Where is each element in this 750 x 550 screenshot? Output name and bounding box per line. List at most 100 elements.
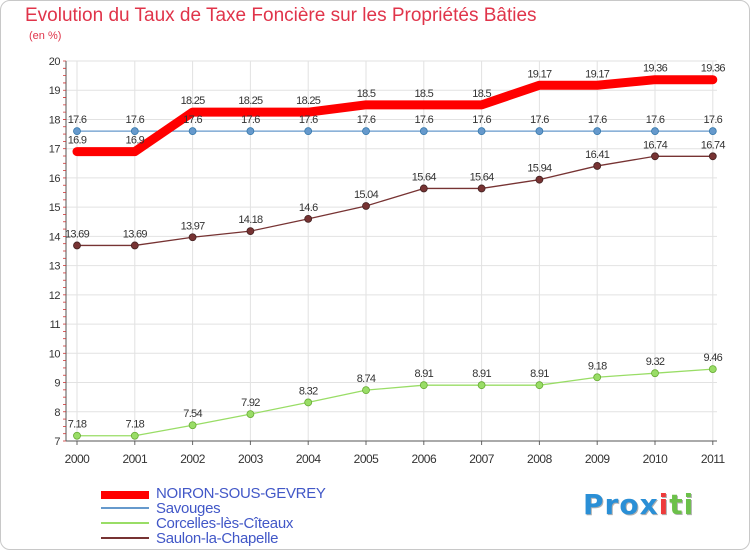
data-label: 7.18 (68, 419, 87, 431)
data-point (593, 127, 602, 136)
y-tick-label: 11 (50, 319, 61, 331)
legend-swatch (101, 522, 149, 524)
data-point (535, 175, 544, 184)
data-label: 17.6 (357, 114, 376, 126)
y-tick-label: 18 (49, 114, 61, 126)
x-tick-label: 2008 (527, 452, 553, 466)
data-point (246, 127, 255, 136)
data-label: 16.9 (68, 135, 87, 147)
data-label: 17.6 (646, 114, 665, 126)
y-tick-label: 20 (49, 56, 61, 68)
data-label: 7.92 (241, 397, 260, 409)
y-tick-label: 17 (49, 144, 61, 156)
data-label: 17.6 (241, 114, 260, 126)
data-point (188, 127, 197, 136)
data-point (188, 233, 197, 242)
data-label: 7.18 (125, 419, 144, 431)
data-point (535, 381, 544, 390)
data-point (304, 398, 313, 407)
data-point (73, 241, 81, 250)
y-tick-label: 14 (49, 231, 61, 243)
data-point (535, 127, 544, 136)
data-label: 7.54 (183, 408, 202, 420)
data-label: 18.25 (238, 95, 263, 107)
chart-subtitle: (en %) (29, 30, 62, 42)
data-label: 16.9 (125, 135, 144, 147)
x-tick-label: 2010 (643, 452, 669, 466)
y-tick-label: 19 (49, 85, 61, 97)
data-point (130, 431, 139, 440)
legend-label: NOIRON-SOUS-GEVREY (156, 485, 326, 502)
data-label: 17.6 (703, 114, 722, 126)
data-point (362, 202, 370, 210)
data-label: 16.74 (643, 139, 668, 151)
data-point (304, 127, 313, 136)
legend-label: Savouges (156, 500, 221, 517)
series-line (76, 155, 714, 247)
data-label: 8.74 (357, 373, 376, 385)
legend-label: Saulon-la-Chapelle (156, 530, 279, 547)
data-label: 17.6 (125, 114, 144, 126)
data-label: 17.6 (530, 114, 549, 126)
y-tick-label: 12 (49, 290, 61, 302)
y-tick-label: 15 (49, 202, 61, 214)
data-label: 17.6 (68, 114, 87, 126)
y-tick-label: 10 (49, 348, 61, 360)
data-label: 17.6 (299, 114, 318, 126)
proxiti-logo: Proxiti (583, 488, 695, 521)
data-point (419, 127, 428, 136)
data-point (73, 127, 81, 136)
data-label: 9.18 (588, 360, 607, 372)
data-point (419, 184, 428, 193)
data-point (708, 365, 717, 373)
data-label: 17.6 (472, 114, 491, 126)
data-point (130, 241, 139, 250)
data-label: 18.25 (181, 95, 206, 107)
data-point (708, 127, 717, 136)
data-label: 13.69 (65, 228, 90, 240)
y-tick-label: 16 (49, 173, 61, 185)
data-label: 8.32 (299, 385, 318, 397)
data-point (362, 127, 370, 136)
data-label: 8.91 (530, 368, 549, 380)
data-point (477, 381, 486, 390)
x-tick-label: 2006 (411, 452, 437, 466)
data-label: 9.46 (703, 352, 722, 364)
data-label: 19.17 (585, 68, 610, 80)
data-label: 13.69 (123, 228, 148, 240)
x-tick-label: 2011 (701, 452, 726, 466)
x-tick-label: 2002 (180, 452, 206, 466)
data-label: 18.25 (296, 95, 321, 107)
legend-swatch (101, 491, 149, 499)
y-tick-label: 9 (54, 378, 60, 390)
data-label: 16.74 (701, 139, 726, 151)
x-tick-label: 2004 (296, 452, 322, 466)
data-label: 15.04 (354, 189, 379, 201)
data-point (419, 381, 428, 390)
data-label: 9.32 (646, 356, 665, 368)
data-point (304, 214, 313, 223)
data-label: 18.5 (414, 88, 433, 100)
data-point (651, 127, 659, 136)
x-tick-label: 2000 (65, 452, 91, 466)
x-tick-label: 2005 (354, 452, 380, 466)
data-label: 18.5 (472, 88, 491, 100)
data-label: 17.6 (414, 114, 433, 126)
data-point (477, 184, 486, 193)
data-label: 17.6 (588, 114, 607, 126)
data-label: 19.36 (701, 63, 726, 75)
data-label: 15.64 (470, 171, 495, 183)
data-point (130, 127, 139, 136)
data-label: 8.91 (414, 368, 433, 380)
data-point (188, 421, 197, 430)
series-line (72, 75, 718, 157)
legend-swatch (101, 507, 149, 509)
x-tick-label: 2001 (122, 452, 148, 466)
data-point (593, 373, 602, 382)
y-tick-label: 7 (54, 436, 60, 448)
data-point (246, 227, 255, 236)
series-line (76, 368, 714, 437)
chart-title: Evolution du Taux de Taxe Foncière sur l… (25, 5, 537, 26)
legend-swatch (101, 537, 149, 539)
data-point (651, 152, 659, 161)
